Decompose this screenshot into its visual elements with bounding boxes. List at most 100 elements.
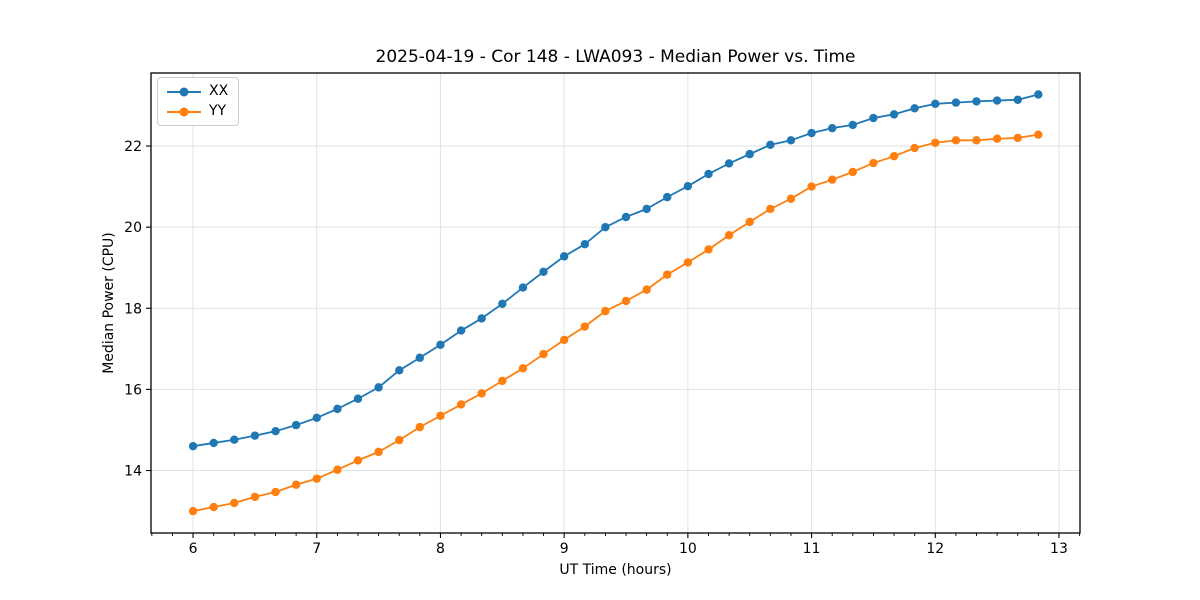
series-yy-marker: [869, 158, 878, 168]
series-xx-marker: [477, 314, 486, 323]
series-yy-marker: [477, 389, 486, 398]
legend-item-yy: YY: [167, 103, 228, 120]
series-xx-marker: [786, 136, 796, 145]
legend-marker-xx-icon: [167, 87, 201, 97]
series-yy-marker: [724, 231, 734, 240]
series-yy-marker: [683, 258, 693, 267]
series-xx-marker: [931, 99, 940, 109]
legend-label-yy: YY: [209, 103, 227, 119]
series-yy-marker: [848, 167, 857, 177]
series-xx-marker: [621, 212, 631, 222]
series-yy-marker: [291, 480, 301, 489]
series-yy-marker: [374, 447, 383, 457]
series-yy-marker: [807, 182, 816, 191]
x-axis-label: UT Time (hours): [559, 562, 672, 578]
series-yy-marker: [642, 285, 651, 294]
series-xx-marker: [951, 98, 961, 107]
series-xx-marker: [1034, 90, 1043, 99]
series-xx-marker: [910, 104, 919, 113]
y-tick-label: 14: [124, 464, 142, 480]
series-yy-marker: [209, 502, 218, 512]
series-xx-marker: [807, 128, 816, 138]
series-yy-marker: [1013, 133, 1022, 143]
series-xx-marker: [559, 252, 569, 261]
series-yy-marker: [663, 270, 672, 279]
series-yy-marker: [704, 245, 713, 254]
x-tick-label: 6: [189, 541, 198, 557]
series-yy-marker: [910, 143, 919, 153]
series-yy-marker: [828, 175, 837, 184]
series-yy-marker: [745, 217, 754, 227]
series-yy-marker: [992, 134, 1002, 143]
series-yy-marker: [456, 400, 466, 409]
series-xx-marker: [230, 435, 239, 444]
series-yy-marker: [312, 474, 321, 483]
series-xx-marker: [642, 204, 651, 214]
series-xx-marker: [291, 420, 301, 430]
series-xx-marker: [415, 353, 425, 362]
chart-title: 2025-04-19 - Cor 148 - LWA093 - Median P…: [375, 47, 856, 67]
series-xx-marker: [704, 169, 713, 179]
y-tick-label: 20: [124, 220, 142, 236]
series-yy-marker: [951, 136, 961, 145]
series-xx-marker: [456, 326, 466, 335]
legend-label-xx: XX: [209, 83, 229, 99]
series-yy-marker: [498, 376, 507, 386]
series-xx-marker: [539, 267, 548, 276]
series-xx-marker: [312, 413, 321, 422]
x-tick-label: 7: [312, 541, 321, 557]
series-xx-marker: [992, 96, 1002, 105]
y-tick-label: 16: [124, 382, 142, 398]
series-xx-marker: [724, 159, 734, 168]
y-axis-label: Median Power (CPU): [101, 232, 117, 374]
series-xx-marker: [250, 431, 260, 440]
series-xx-marker: [889, 110, 899, 119]
series-yy-marker: [621, 296, 631, 306]
series-yy-marker: [539, 349, 548, 359]
legend-item-xx: XX: [167, 83, 228, 100]
series-yy-marker: [1034, 130, 1043, 139]
series-yy-marker: [601, 306, 610, 316]
series-yy-marker: [766, 204, 775, 214]
x-tick-label: 10: [679, 541, 697, 557]
series-xx-marker: [848, 120, 857, 130]
series-xx-marker: [374, 383, 383, 392]
series-yy-marker: [230, 498, 239, 508]
series-xx-marker: [745, 149, 754, 159]
x-tick-label: 11: [803, 541, 821, 557]
y-tick-label: 22: [124, 139, 142, 155]
series-xx-marker: [188, 441, 198, 451]
x-tick-label: 12: [926, 541, 944, 557]
legend: XX YY: [157, 77, 240, 126]
plot-spines: [150, 72, 1081, 534]
x-tick-label: 8: [436, 541, 445, 557]
series-xx-marker: [498, 299, 507, 309]
series-yy-marker: [889, 151, 899, 161]
series-yy-marker: [931, 138, 940, 147]
series-yy-marker: [271, 487, 280, 497]
series-xx-marker: [766, 140, 775, 149]
series-xx-marker: [353, 394, 363, 403]
series-xx-marker: [683, 181, 693, 191]
series-yy-marker: [580, 322, 590, 331]
series-xx-marker: [271, 426, 280, 436]
series-xx-marker: [209, 438, 218, 448]
series-xx-marker: [333, 404, 342, 414]
series-yy-marker: [786, 194, 796, 203]
y-tick-label: 18: [124, 301, 142, 317]
series-xx-marker: [395, 366, 404, 375]
x-tick-label: 9: [560, 541, 569, 557]
series-xx-marker: [972, 97, 981, 106]
series-yy-marker: [395, 435, 404, 445]
series-yy-line: [192, 133, 1040, 512]
series-xx-marker: [663, 192, 672, 202]
series-xx-marker: [828, 123, 837, 133]
series-xx-marker: [436, 340, 445, 349]
series-xx-marker: [518, 283, 528, 292]
legend-marker-yy-icon: [167, 107, 201, 117]
series-yy-marker: [188, 506, 198, 516]
series-yy-marker: [436, 411, 445, 420]
series-yy-marker: [415, 422, 425, 432]
series-yy-marker: [518, 364, 528, 373]
